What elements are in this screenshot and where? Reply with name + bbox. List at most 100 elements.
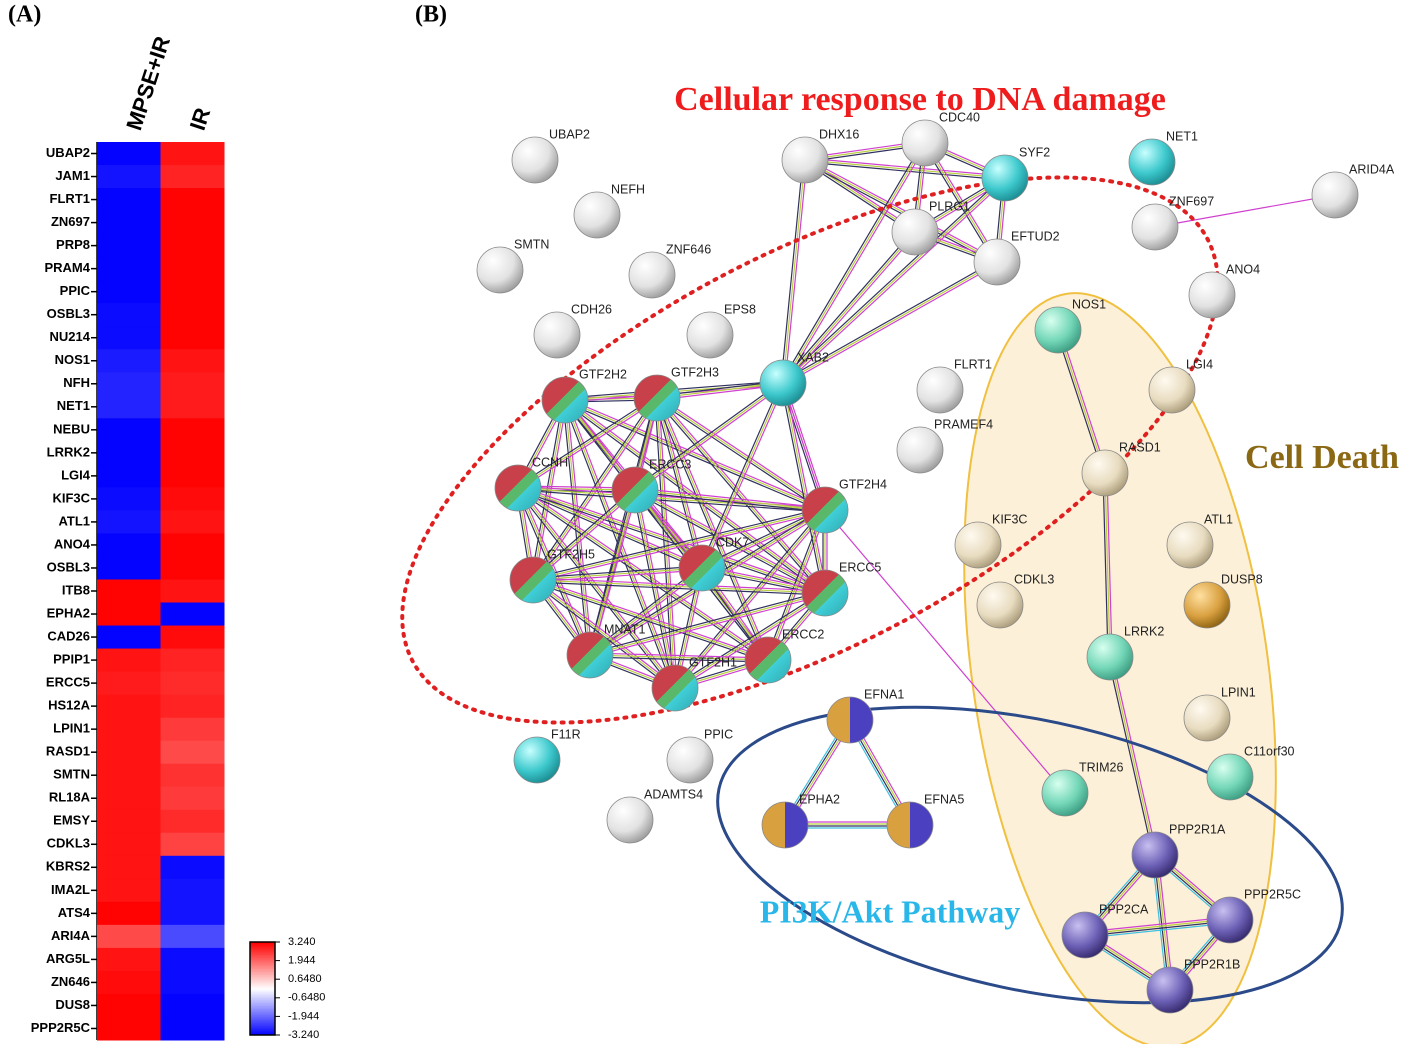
colorbar-step [250,955,275,958]
colorbar-step [250,1030,275,1033]
row-label: ZN697 [51,214,90,229]
heat-cell [160,510,225,534]
protein-node [651,664,699,712]
edge [589,590,825,654]
colorbar-tick-label: -1.944 [288,1010,319,1022]
heat-cell [97,947,161,972]
heat-cell [97,211,161,235]
edge [782,261,998,384]
row-label: IMA2L [51,882,90,897]
heat-cell [97,556,161,580]
protein-node [511,136,559,184]
node-label: SYF2 [1019,145,1050,159]
row-label: PRP8 [56,237,90,252]
row-label: ARG5L [46,951,90,966]
heat-cell [160,142,225,166]
node-label: PPP2R5C [1244,887,1301,901]
edge [657,395,827,509]
row-label: DUS8 [55,997,90,1012]
row-label: RASD1 [46,744,90,759]
edge [782,231,916,384]
row-label: NU214 [50,329,91,344]
heat-cell [160,694,225,719]
edge [656,397,826,511]
protein-node [826,696,874,744]
colorbar-step [250,1013,275,1016]
edge [1107,657,1154,856]
row-label: KBRS2 [46,859,90,874]
colorbar-step [250,1024,275,1027]
edge [636,489,678,688]
edge [634,491,825,513]
heat-cell [97,740,161,765]
colorbar-tick-label: -3.240 [288,1029,319,1041]
heat-cell [160,303,225,327]
edge [781,176,1005,382]
colorbar-step [250,1002,275,1005]
heat-cell [160,786,225,811]
edge [804,159,1006,179]
heat-cell [97,165,161,189]
heat-cell [160,441,225,465]
edge [782,159,806,384]
colorbar-step [250,1025,275,1028]
edge [563,401,825,513]
colorbar-tick-label: 3.240 [288,936,316,948]
colorbar-step [250,994,275,997]
edge [534,398,660,582]
colorbar-step [250,959,275,962]
protein-node [666,736,714,784]
protein-node [1188,271,1236,319]
heat-cell [160,418,225,442]
heat-cell [97,510,161,534]
node-label: ARID4A [1349,162,1395,176]
heat-cell [97,533,161,557]
edge [656,397,769,661]
protein-node [1148,366,1196,414]
panel-label: (A) [8,2,41,28]
edge [532,579,826,594]
node-label: XAB2 [797,350,829,364]
heat-cell [97,901,161,926]
edge [533,577,826,592]
protein-node [1131,831,1179,879]
heat-cell [160,579,225,604]
annotation: Cellular response to DNA damage [674,81,1166,118]
colorbar-step [250,986,275,989]
edge [1104,472,1111,658]
node-label: GTF2H2 [579,367,627,381]
heat-cell [97,924,161,949]
colorbar-step [250,957,275,960]
protein-node [611,466,659,514]
protein-node [954,521,1002,569]
colorbar-step [250,974,275,977]
protein-node [628,251,676,299]
heat-cell [160,464,225,488]
node-label: UBAP2 [549,127,590,141]
protein-node [494,464,542,512]
protein-node [686,311,734,359]
heat-cell [160,372,225,396]
node-label: SMTN [514,237,549,251]
pi3k-region [716,705,1344,1005]
node-label: LGI4 [1186,357,1213,371]
edge [518,485,704,567]
row-label: LGI4 [61,467,91,482]
heat-cell [160,947,225,972]
row-label: LPIN1 [53,721,90,736]
edge [517,489,825,513]
protein-node [476,246,524,294]
heat-cell [160,625,225,650]
node-label: DUSP8 [1221,572,1263,586]
edge [658,396,827,593]
heat-cell [97,671,161,696]
colorbar-step [250,973,275,976]
row-label: EPHA2 [47,605,90,620]
heat-cell [160,671,225,696]
heat-cell [97,579,161,604]
heat-cell [160,809,225,834]
edge [518,399,659,491]
row-label: NEBU [53,421,90,436]
node-label: EFNA1 [864,687,904,701]
